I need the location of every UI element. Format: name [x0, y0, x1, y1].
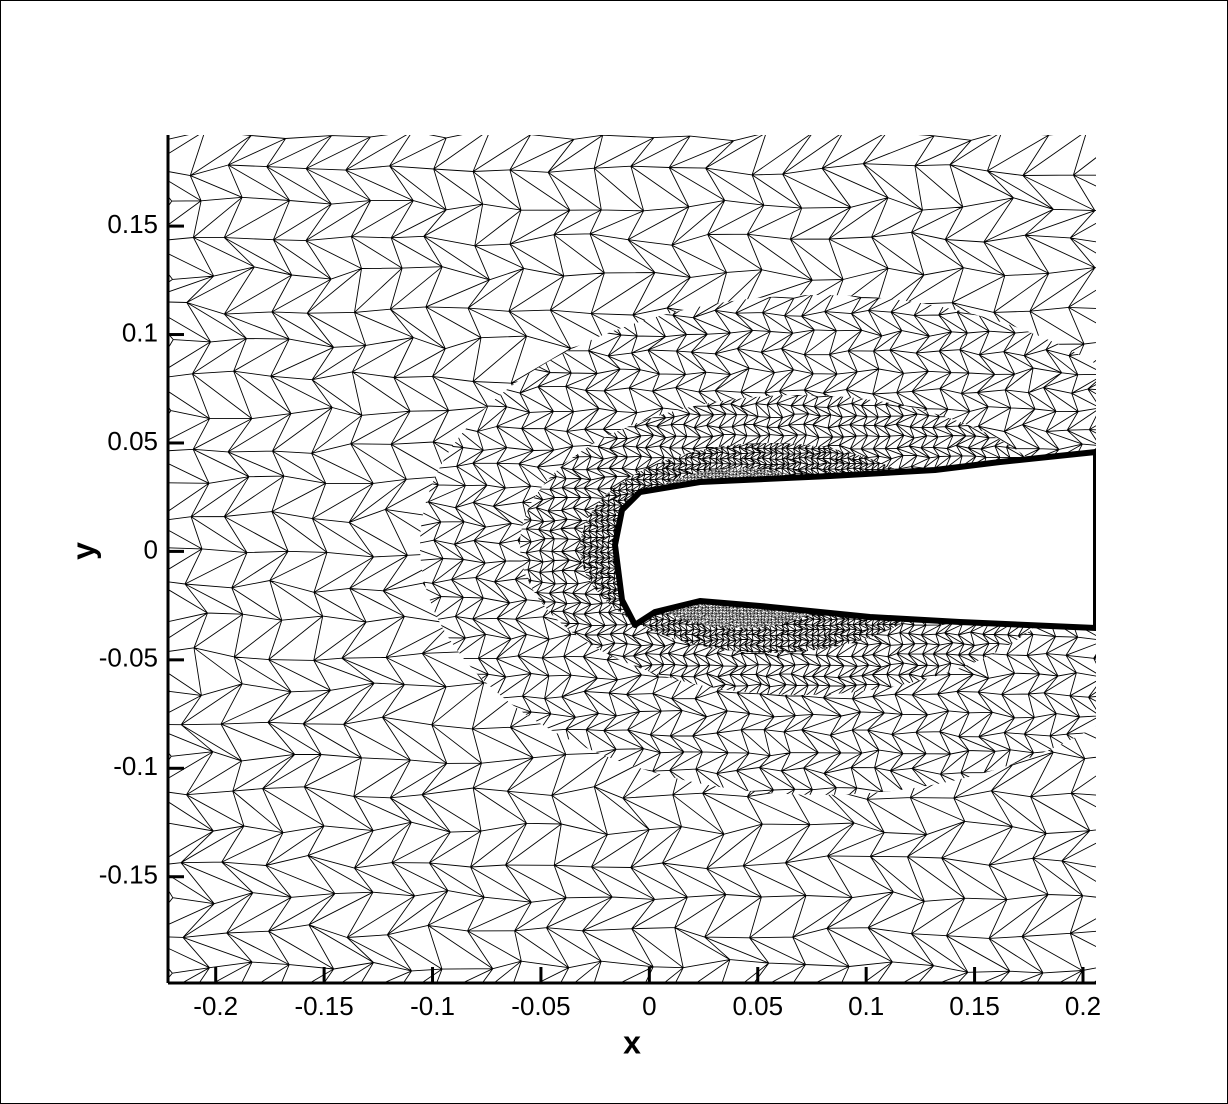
x-tick-label: -0.1	[410, 991, 455, 1021]
y-tick-label: 0.1	[122, 317, 158, 347]
y-tick-label: -0.05	[99, 643, 158, 673]
y-tick-label: 0.15	[107, 209, 158, 239]
y-tick-label: -0.15	[99, 860, 158, 890]
x-tick-label: -0.05	[511, 991, 570, 1021]
mesh	[168, 135, 1096, 983]
body	[612, 449, 1096, 631]
x-tick-label: 0.05	[732, 991, 783, 1021]
y-tick-label: 0	[144, 534, 158, 564]
x-tick-label: -0.15	[294, 991, 353, 1021]
y-tick-label: 0.05	[107, 426, 158, 456]
y-tick-label: -0.1	[113, 751, 158, 781]
x-tick-label: -0.2	[193, 991, 238, 1021]
x-tick-label: 0.1	[848, 991, 884, 1021]
x-tick-label: 0.15	[949, 991, 1000, 1021]
x-axis-label: x	[623, 1024, 641, 1060]
y-axis-label: y	[65, 542, 101, 560]
x-tick-label: 0	[642, 991, 656, 1021]
x-tick-label: 0.2	[1065, 991, 1101, 1021]
